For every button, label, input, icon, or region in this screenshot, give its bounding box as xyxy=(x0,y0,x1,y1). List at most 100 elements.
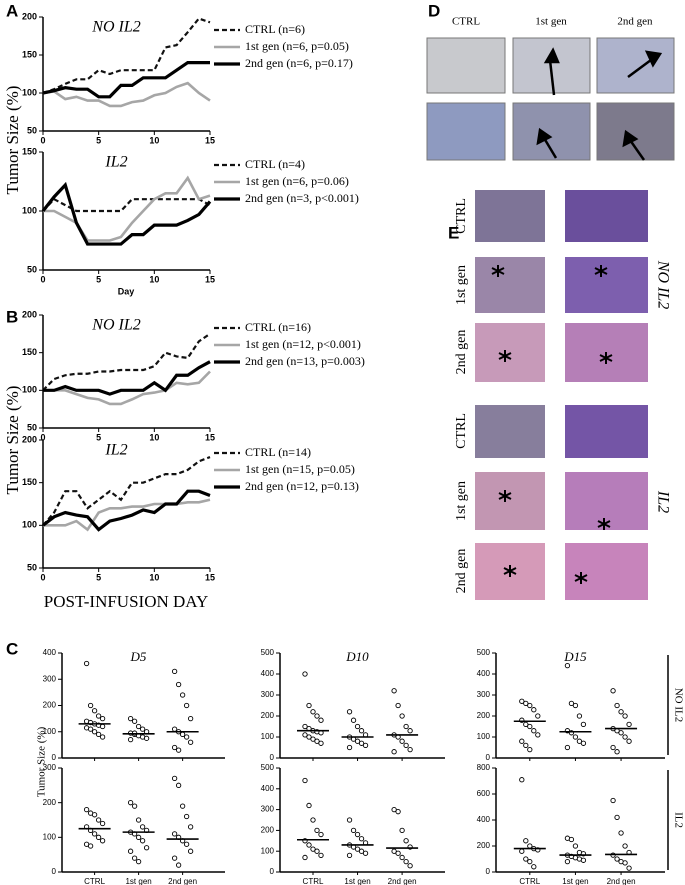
data-point xyxy=(302,723,308,730)
group-label: NO IL2 xyxy=(654,260,671,309)
data-point xyxy=(403,742,409,749)
data-point xyxy=(572,734,579,740)
data-point xyxy=(399,827,405,834)
data-point xyxy=(171,855,178,861)
chart-title: IL2 xyxy=(104,442,127,459)
data-point xyxy=(95,731,102,738)
histology-image xyxy=(475,405,545,458)
y-tick-label: 200 xyxy=(22,434,37,444)
data-point xyxy=(350,827,357,834)
data-point xyxy=(614,702,620,709)
histology-image xyxy=(596,37,675,94)
row-label: CTRL xyxy=(454,413,469,449)
data-point xyxy=(519,738,525,744)
data-point xyxy=(519,777,525,783)
data-point xyxy=(626,738,632,744)
data-point xyxy=(622,843,628,849)
y-tick-label: 0 xyxy=(486,753,491,762)
histology-image xyxy=(565,405,648,458)
y-tick-label: 100 xyxy=(43,832,57,841)
y-tick-label: 0 xyxy=(270,753,275,762)
data-point xyxy=(403,723,409,730)
y-tick-label: 500 xyxy=(261,763,275,772)
y-tick-label: 200 xyxy=(43,701,57,710)
y-tick-label: 300 xyxy=(43,763,57,772)
data-point xyxy=(523,721,529,728)
x-tick-label: 5 xyxy=(96,572,101,582)
histology-image xyxy=(426,102,506,161)
data-point xyxy=(531,864,537,870)
series-line xyxy=(41,181,212,246)
data-point xyxy=(527,843,533,849)
y-tick-label: 100 xyxy=(22,87,37,97)
y-tick-label: 400 xyxy=(261,669,275,678)
data-point xyxy=(580,857,587,863)
x-tick-label: 10 xyxy=(149,572,159,582)
data-point xyxy=(302,854,308,861)
y-tick-label: 50 xyxy=(27,125,37,135)
row-label: IL2 xyxy=(672,812,684,828)
x-tick-label: CTRL xyxy=(303,877,324,885)
legend-label: 2nd gen (n=6, p=0.17) xyxy=(245,56,353,70)
data-point xyxy=(523,700,529,707)
x-tick-label: 15 xyxy=(205,572,215,582)
x-tick-label: 15 xyxy=(205,135,215,145)
data-point xyxy=(139,726,146,732)
data-point xyxy=(143,845,150,851)
data-point xyxy=(87,843,94,849)
y-tick-label: 200 xyxy=(22,11,37,21)
y-tick-label: 600 xyxy=(477,789,491,798)
arrows xyxy=(536,47,663,161)
data-point xyxy=(403,838,409,844)
data-point xyxy=(183,702,190,709)
data-point xyxy=(354,846,361,852)
data-point xyxy=(622,860,628,866)
data-point xyxy=(302,671,308,677)
y-tick-label: 100 xyxy=(477,732,491,741)
data-point xyxy=(171,775,178,782)
data-point xyxy=(354,738,361,744)
asterisks xyxy=(491,265,613,584)
data-point xyxy=(622,713,628,719)
panel-d: CTRL 1st gen 2nd gen xyxy=(426,16,675,161)
data-point xyxy=(183,841,190,847)
data-point xyxy=(407,728,413,734)
y-tick-label: 100 xyxy=(261,846,275,855)
y-tick-label: 200 xyxy=(477,841,491,850)
x-tick-label: 15 xyxy=(205,274,215,284)
data-point xyxy=(568,836,575,843)
data-point xyxy=(564,744,571,751)
data-point xyxy=(127,736,134,743)
data-point xyxy=(614,749,620,755)
y-tick-label: 50 xyxy=(27,422,37,432)
histology-image xyxy=(565,257,648,313)
y-tick-label: 800 xyxy=(477,763,491,772)
y-tick-label: 100 xyxy=(261,732,275,741)
row-label: NO IL2 xyxy=(672,688,684,723)
data-point xyxy=(523,856,529,862)
data-point xyxy=(139,838,146,844)
data-point xyxy=(403,858,409,865)
y-tick-label: 200 xyxy=(477,711,491,720)
data-point xyxy=(626,721,632,728)
data-point xyxy=(399,738,405,744)
data-point xyxy=(171,668,178,675)
data-point xyxy=(362,742,369,749)
data-point xyxy=(91,729,98,735)
data-point xyxy=(95,817,102,823)
data-point xyxy=(358,836,365,842)
data-point xyxy=(99,734,106,740)
chart-title: D5 xyxy=(130,649,147,664)
legend-label: CTRL (n=6) xyxy=(245,22,305,36)
data-point xyxy=(318,852,324,859)
x-tick-label: 10 xyxy=(149,432,159,442)
x-tick-label: 15 xyxy=(205,432,215,442)
panel-e: CTRL 1st gen 2nd gen CTRL 1st gen 2nd ge… xyxy=(454,190,671,600)
data-point xyxy=(350,717,357,723)
data-point xyxy=(618,730,624,736)
series-line xyxy=(43,360,211,396)
y-tick-label: 150 xyxy=(22,146,37,156)
data-point xyxy=(318,717,324,723)
data-point xyxy=(318,831,324,838)
histology-image xyxy=(475,257,545,313)
